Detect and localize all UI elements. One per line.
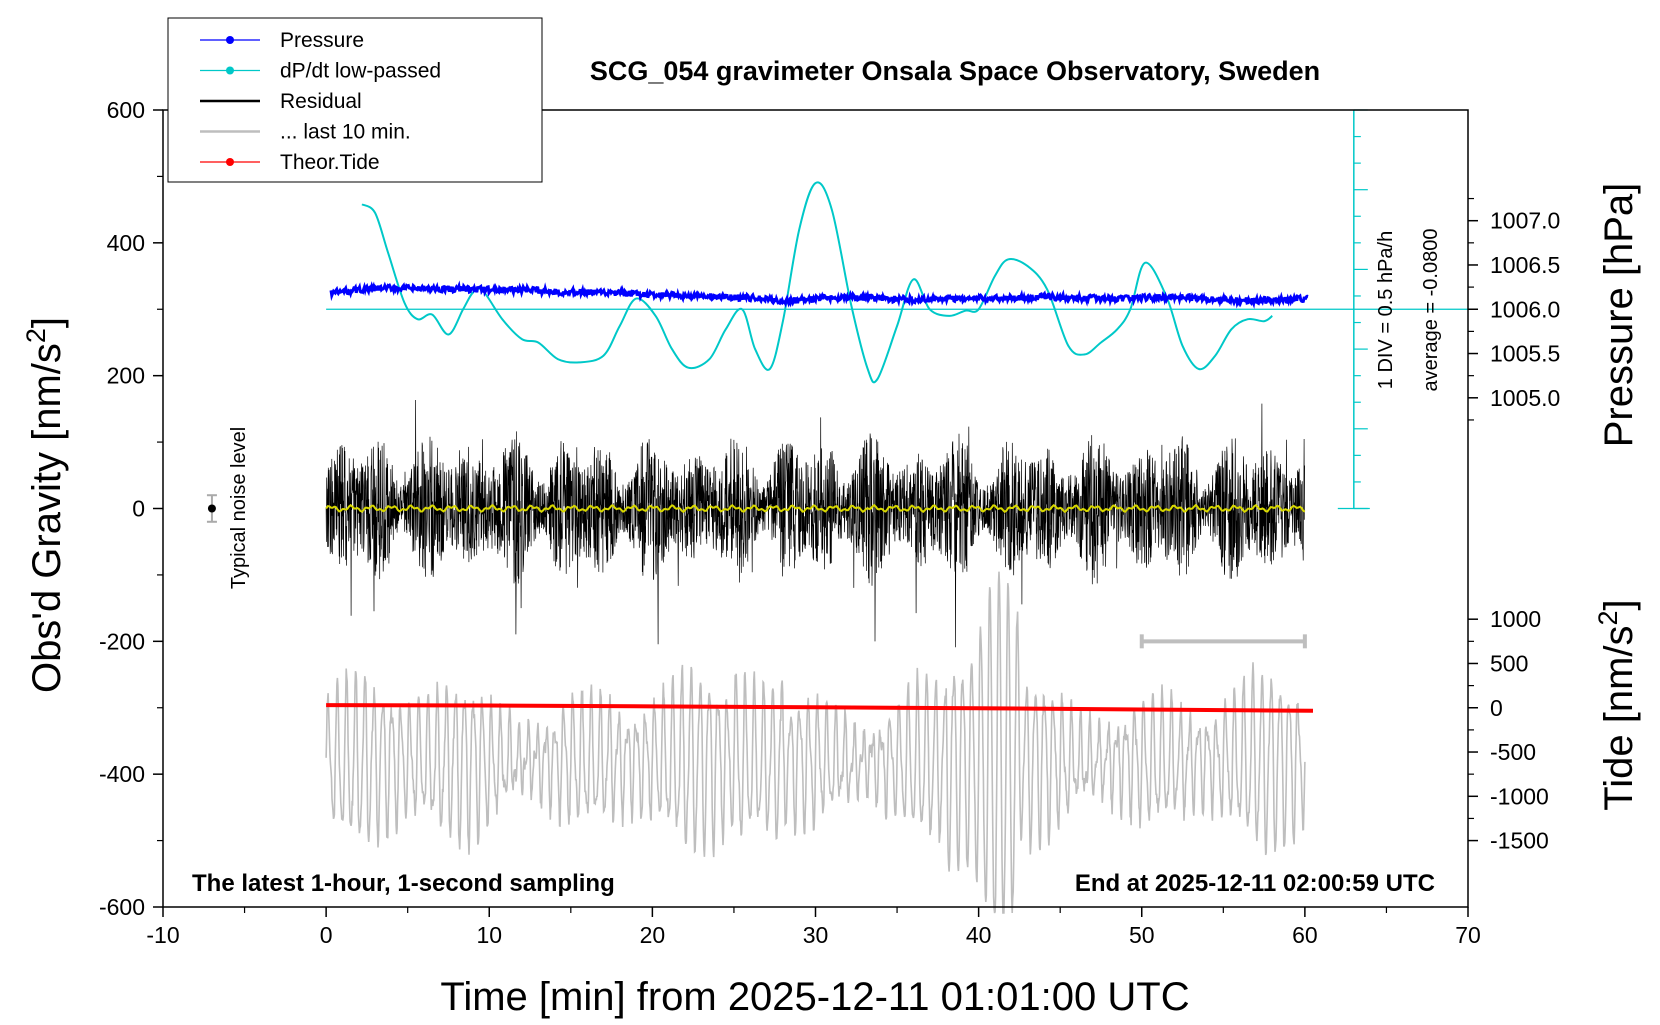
pressure-tick-label: 1005.0 [1490,385,1560,411]
noise-level-dot [207,504,216,513]
y-axis-label-tide: Tide [nm/s2] [1593,599,1641,810]
x-tick-label: 50 [1129,922,1155,948]
pressure-line [329,280,1309,309]
y-axis-label-pressure: Pressure [hPa] [1597,183,1641,448]
tide-tick-label: -500 [1490,739,1536,765]
tide-tick-label: -1500 [1490,828,1549,854]
y-tick-label: 400 [107,230,145,256]
x-tick-label: 30 [803,922,829,948]
pressure-tick-label: 1006.0 [1490,296,1560,322]
legend-label: dP/dt low-passed [280,60,441,83]
legend-label: Theor.Tide [280,151,380,174]
x-tick-label: -10 [146,922,179,948]
y-tick-label: -200 [99,628,145,654]
pressure-tick-label: 1007.0 [1490,208,1560,234]
tide-tick-label: -1000 [1490,783,1549,809]
pressure-tick-label: 1006.5 [1490,252,1560,278]
chart-title: SCG_054 gravimeter Onsala Space Observat… [590,56,1320,86]
legend-marker [226,36,234,44]
x-axis-label: Time [min] from 2025-12-11 01:01:00 UTC [440,975,1189,1019]
y-tick-label: -600 [99,894,145,920]
legend-label: Pressure [280,29,364,52]
x-tick-label: 10 [476,922,502,948]
x-tick-label: 0 [320,922,333,948]
residual-lowpass-trace [325,503,1306,514]
dpdt-lowpass-line [361,181,1273,384]
tide-tick-label: 500 [1490,650,1528,676]
x-tick-label: 20 [640,922,666,948]
y-tick-label: 200 [107,363,145,389]
y-tick-label: -400 [99,761,145,787]
bottom-right-note: End at 2025-12-11 02:00:59 UTC [1075,870,1435,897]
x-tick-label: 60 [1292,922,1318,948]
noise-level-label: Typical noise level [228,427,250,589]
y-axis-label-left: Obs'd Gravity [nm/s2] [21,317,69,693]
div-label: 1 DIV = 0.5 hPa/h [1375,231,1397,389]
residual-trace [325,399,1305,648]
x-tick-label: 70 [1455,922,1481,948]
theor-tide-line [326,703,1314,713]
legend: Pressure dP/dt low-passed Residual ... last… [167,17,543,183]
pressure-tick-label: 1005.5 [1490,341,1560,367]
legend-label: Residual [280,90,362,113]
average-label: average = -0.0800 [1420,229,1442,392]
y-tick-label: 600 [107,97,145,123]
tide-tick-label: 0 [1490,695,1503,721]
last-10-min-trace [325,571,1306,914]
legend-marker [226,66,234,75]
y-tick-label: 0 [132,496,145,522]
legend-label: ... last 10 min. [280,121,411,144]
tide-tick-label: 1000 [1490,606,1541,632]
x-tick-label: 40 [966,922,992,948]
bottom-left-note: The latest 1-hour, 1-second sampling [192,870,615,897]
legend-marker [226,158,234,166]
